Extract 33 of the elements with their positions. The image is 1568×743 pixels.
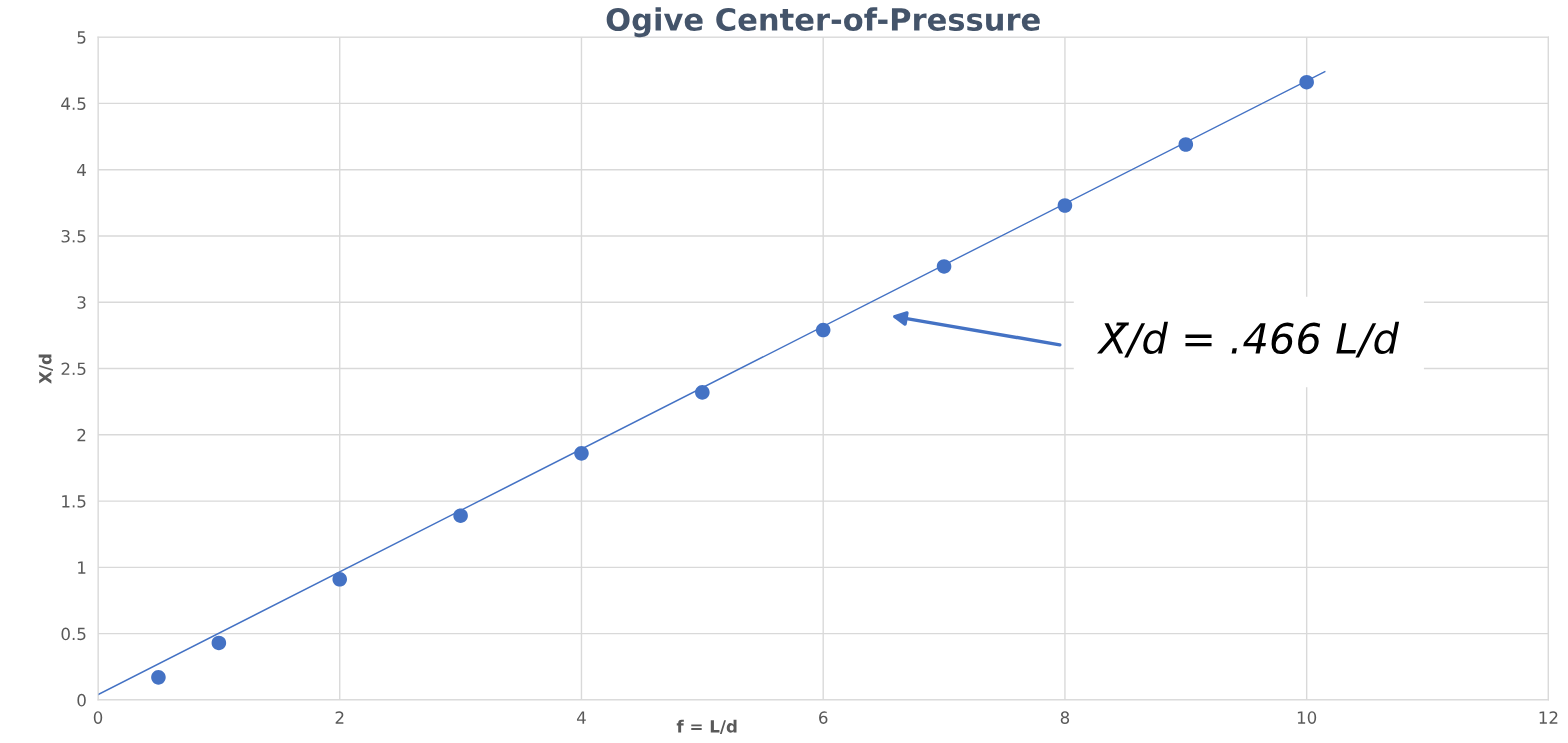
x-axis-title: f = L/d <box>676 719 737 734</box>
chart-title: Ogive Center-of-Pressure <box>606 7 1040 38</box>
point <box>453 508 468 523</box>
point <box>1057 198 1073 213</box>
y-tick-label: 0.5 <box>61 627 86 641</box>
x-tick-label: 12 <box>1539 711 1558 724</box>
annotation: X̄/d = .466 L/d <box>1096 321 1400 358</box>
y-tick-label: 5 <box>77 31 86 44</box>
y-tick-label: 4 <box>77 163 86 177</box>
y-tick-label: 4.5 <box>61 97 86 110</box>
point <box>815 322 831 338</box>
y-tick-label: 1 <box>78 561 86 574</box>
x-tick-label: 6 <box>819 711 828 724</box>
point <box>574 446 589 461</box>
y-axis-title: X/d <box>38 354 53 384</box>
point <box>1178 137 1194 152</box>
y-tick-label: 3 <box>77 296 86 309</box>
x-tick-label: 10 <box>1297 711 1317 724</box>
y-tick-label: 1.5 <box>62 495 86 508</box>
x-tick-label: 0 <box>93 711 103 724</box>
x-tick-label: 2 <box>335 711 344 724</box>
point <box>695 385 710 400</box>
point <box>332 572 348 587</box>
x-tick-label: 4 <box>576 711 586 724</box>
point <box>211 635 227 651</box>
y-tick-label: 3.5 <box>61 229 86 243</box>
x-tick-label: 8 <box>1060 711 1070 724</box>
point <box>151 670 166 685</box>
y-tick-label: 0 <box>77 693 86 707</box>
y-tick-label: 2 <box>77 428 86 442</box>
y-tick-label: 2.5 <box>61 362 86 376</box>
point <box>936 259 952 274</box>
point <box>1299 74 1314 90</box>
